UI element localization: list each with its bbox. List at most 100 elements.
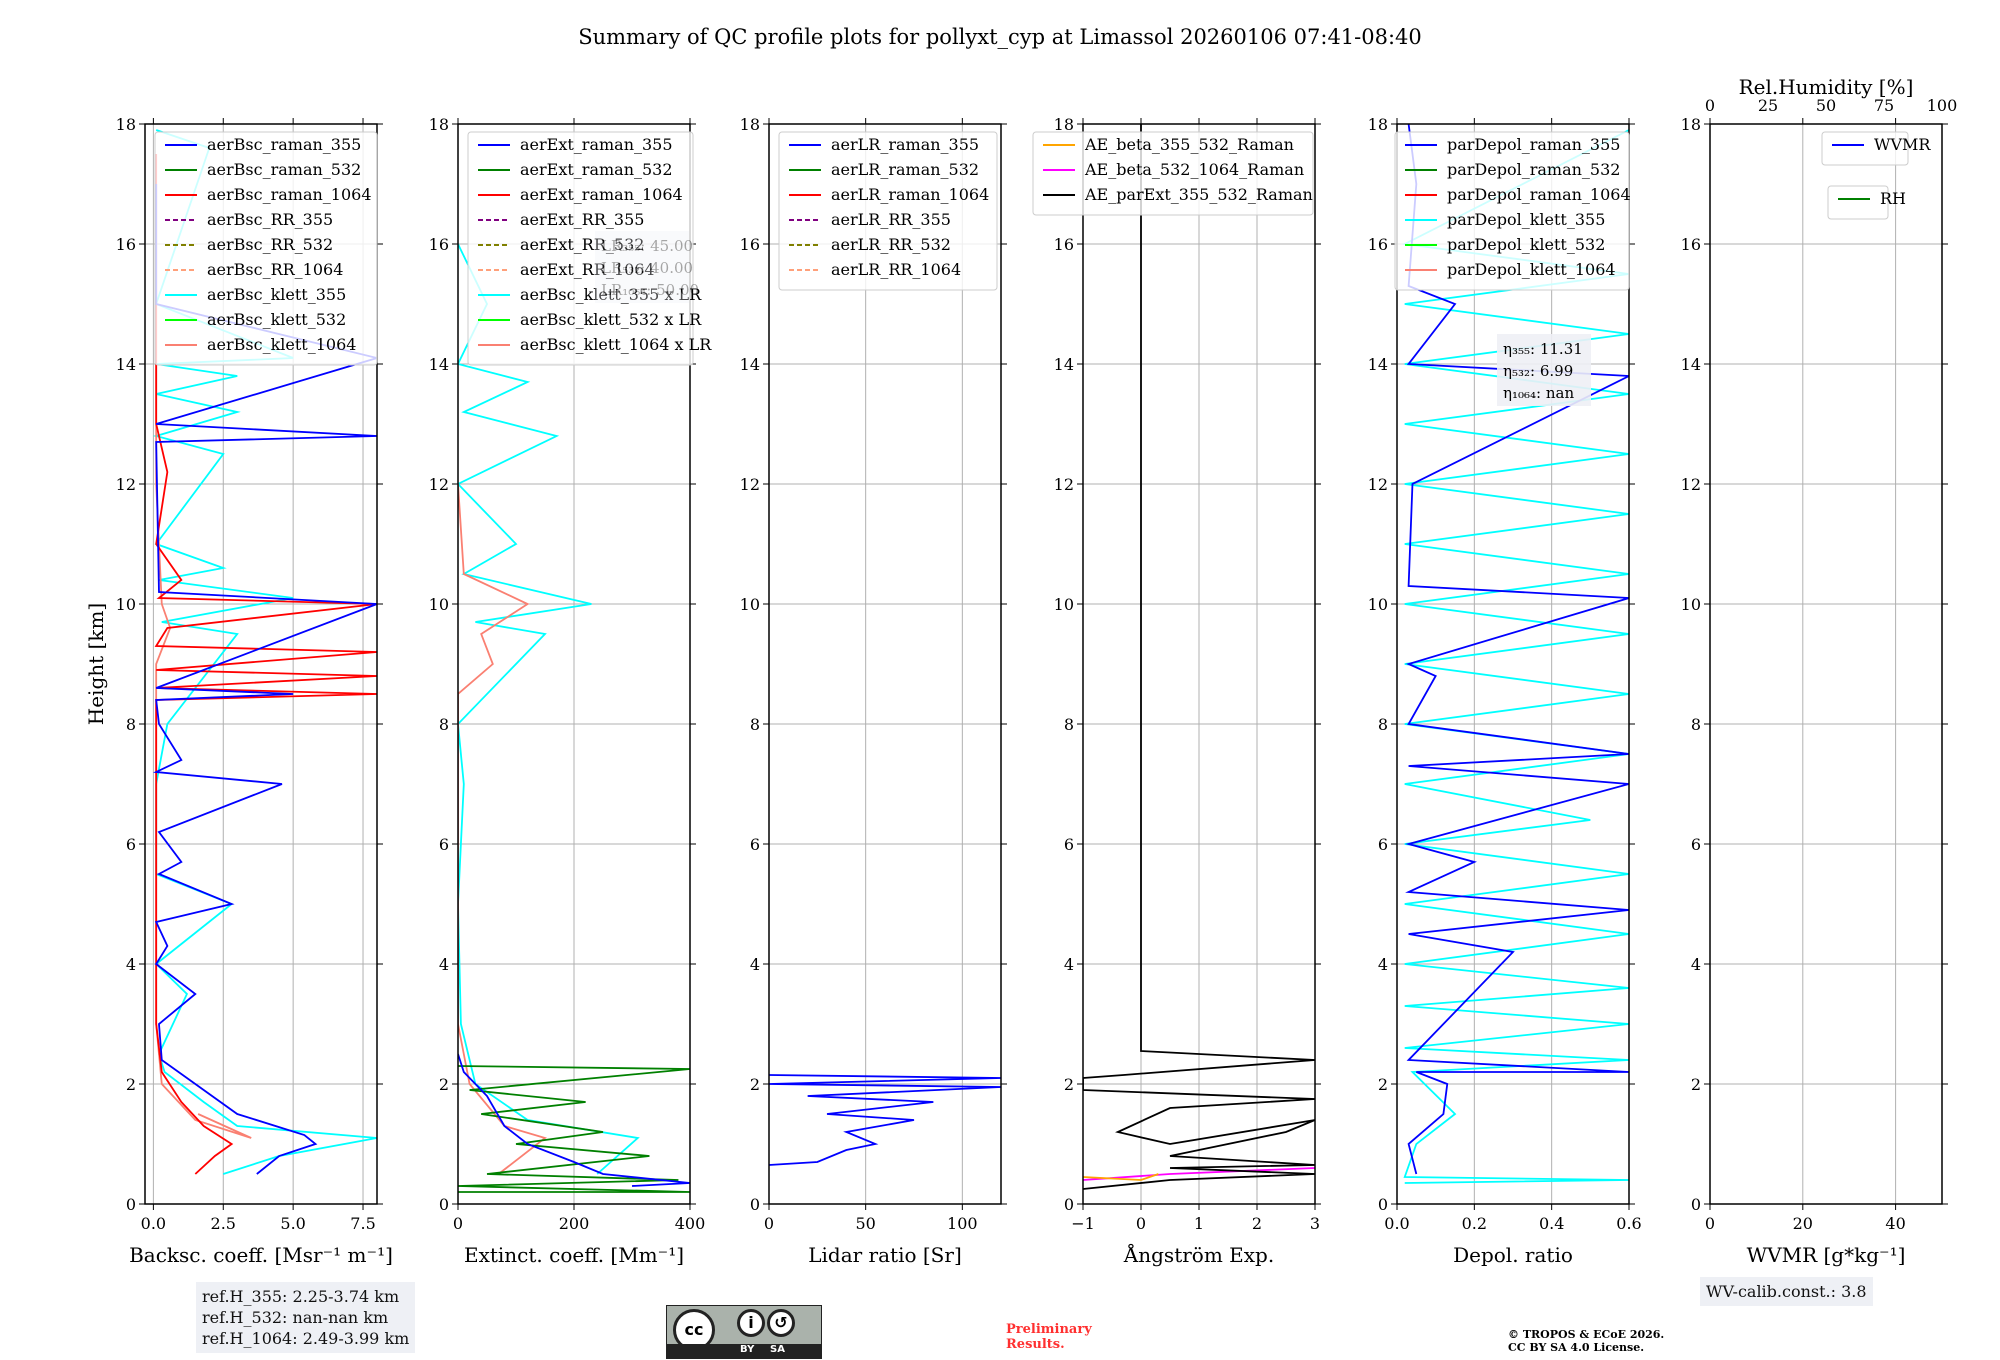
legend-label: aerExt_RR_355 <box>520 210 644 229</box>
x-axis-label: Backsc. coeff. [Msr⁻¹ m⁻¹] <box>129 1243 393 1267</box>
y-tick-label: 4 <box>1064 955 1074 974</box>
legend-label: aerLR_raman_532 <box>831 160 979 179</box>
y-tick-label: 18 <box>116 115 136 134</box>
legend-box <box>1394 131 1630 291</box>
y-tick-label: 2 <box>439 1075 449 1094</box>
legend-label: aerLR_RR_1064 <box>831 260 961 279</box>
y-tick-label: 8 <box>1378 715 1388 734</box>
y-tick-label: 4 <box>1378 955 1388 974</box>
legend-label: aerBsc_raman_1064 <box>207 185 372 204</box>
y-tick-label: 0 <box>439 1195 449 1214</box>
legend-label: parDepol_klett_532 <box>1447 235 1605 254</box>
legend-label: aerLR_raman_1064 <box>831 185 989 204</box>
y-tick-label: 18 <box>1681 115 1701 134</box>
x-tick-label: 0 <box>1136 1214 1146 1233</box>
copyright-line-1: © TROPOS & ECoE 2026. <box>1508 1328 1665 1341</box>
legend-label: aerLR_raman_355 <box>831 135 979 154</box>
y-tick-label: 12 <box>116 475 136 494</box>
cc-by-sa-logo: cc i ↺ BY SA <box>666 1305 822 1359</box>
y-tick-label: 12 <box>1368 475 1388 494</box>
axes-frame <box>144 123 378 1205</box>
legend-label: aerExt_raman_355 <box>520 135 673 154</box>
series-aerBsc_raman_1064 <box>154 154 377 1175</box>
annotation-line: LR₅₃₂: 40.00 <box>601 259 693 277</box>
refh-1064: ref.H_1064: 2.49-3.99 km <box>202 1329 410 1348</box>
legend-label: aerLR_RR_355 <box>831 210 951 229</box>
legend-label: AE_beta_355_532_Raman <box>1084 135 1294 154</box>
series-aerBsc_klett_355 x LR <box>458 243 640 1175</box>
top-tick-label: 50 <box>1816 96 1836 115</box>
x-tick-label: 0.2 <box>1462 1214 1487 1233</box>
y-tick-label: 16 <box>1368 235 1388 254</box>
legend-label: aerBsc_RR_355 <box>207 210 333 229</box>
y-tick-label: 6 <box>1691 835 1701 854</box>
y-tick-label: 6 <box>439 835 449 854</box>
legend-label: aerBsc_klett_1064 x LR <box>520 335 712 354</box>
x-axis-label: Extinct. coeff. [Mm⁻¹] <box>464 1243 684 1267</box>
legend: AE_beta_355_532_Raman AE_beta_532_1064_Ra… <box>1032 131 1314 216</box>
y-tick-label: 2 <box>1691 1075 1701 1094</box>
refh-355: ref.H_355: 2.25-3.74 km <box>202 1287 400 1306</box>
legend-label: aerBsc_RR_1064 <box>207 260 343 279</box>
by-label: BY <box>740 1344 755 1355</box>
y-tick-label: 8 <box>750 715 760 734</box>
legend-label: WVMR <box>1874 135 1931 154</box>
x-tick-label: −1 <box>1071 1214 1095 1233</box>
legend-label: parDepol_raman_355 <box>1447 135 1620 154</box>
legend: parDepol_raman_355 parDepol_raman_532 parD… <box>1394 131 1631 291</box>
legend-label: aerBsc_klett_1064 <box>207 335 356 354</box>
y-tick-label: 2 <box>126 1075 136 1094</box>
y-tick-label: 4 <box>1691 955 1701 974</box>
annotation-bg <box>1497 334 1591 406</box>
wv-calib-box: WV-calib.const.: 3.8 <box>1700 1277 1873 1306</box>
y-tick-label: 2 <box>750 1075 760 1094</box>
y-tick-label: 6 <box>1378 835 1388 854</box>
y-tick-label: 12 <box>740 475 760 494</box>
x-tick-label: 0 <box>764 1214 774 1233</box>
y-tick-label: 12 <box>1681 475 1701 494</box>
legend-label: parDepol_klett_355 <box>1447 210 1605 229</box>
x-tick-label: 200 <box>559 1214 590 1233</box>
y-tick-label: 2 <box>1378 1075 1388 1094</box>
y-tick-label: 18 <box>1054 115 1074 134</box>
x-axis-label: Ångström Exp. <box>1123 1242 1274 1267</box>
x-tick-label: 0 <box>1705 1214 1715 1233</box>
y-tick-label: 4 <box>750 955 760 974</box>
series-AE_beta_355_532_Raman <box>1083 1173 1159 1181</box>
panel-wv: 0 20 40 0 2 4 6 8 10 12 14 16 18 WVMR [g*kg⁻¹] WVMR RH 0… <box>1681 75 1958 1267</box>
y-tick-label: 16 <box>1681 235 1701 254</box>
y-tick-label: 16 <box>740 235 760 254</box>
y-tick-label: 10 <box>1681 595 1701 614</box>
series-aerLR_raman_355 <box>769 1074 1001 1166</box>
axes-frame <box>768 123 1002 1205</box>
legend-label: parDepol_klett_1064 <box>1447 260 1616 279</box>
y-tick-label: 10 <box>1054 595 1074 614</box>
y-tick-label: 8 <box>126 715 136 734</box>
y-tick-label: 18 <box>740 115 760 134</box>
top-tick-label: 75 <box>1874 96 1894 115</box>
copyright-note: © TROPOS & ECoE 2026. CC BY SA 4.0 Licen… <box>1508 1328 1664 1354</box>
y-tick-label: 14 <box>1368 355 1388 374</box>
x-tick-label: 1 <box>1194 1214 1204 1233</box>
panel-bsc: 0.0 2.5 5.0 7.5 0 2 4 6 8 10 12 14 16 18 Backsc. coeff… <box>116 115 393 1267</box>
y-tick-label: 10 <box>740 595 760 614</box>
legend-label: parDepol_raman_1064 <box>1447 185 1631 204</box>
x-tick-label: 0.0 <box>141 1214 166 1233</box>
legend-wvmr: WVMR <box>1821 131 1931 166</box>
x-tick-label: 0.6 <box>1616 1214 1641 1233</box>
y-tick-label: 8 <box>1691 715 1701 734</box>
preliminary-line-1: Preliminary <box>1006 1322 1092 1337</box>
top-axis-label: Rel.Humidity [%] <box>1739 75 1914 99</box>
y-tick-label: 14 <box>740 355 760 374</box>
refh-532: ref.H_532: nan-nan km <box>202 1308 389 1327</box>
chart-title: Summary of QC profile plots for pollyxt_… <box>578 25 1422 49</box>
series-aerBsc_klett_1064 x LR <box>458 483 547 1175</box>
x-axis-label: Depol. ratio <box>1453 1243 1573 1267</box>
preliminary-line-2: Results. <box>1006 1337 1065 1352</box>
x-tick-label: 2.5 <box>211 1214 236 1233</box>
series-AE_parExt_355_532_Raman <box>1083 124 1315 1190</box>
legend-box <box>1821 131 1909 166</box>
x-tick-label: 400 <box>675 1214 706 1233</box>
